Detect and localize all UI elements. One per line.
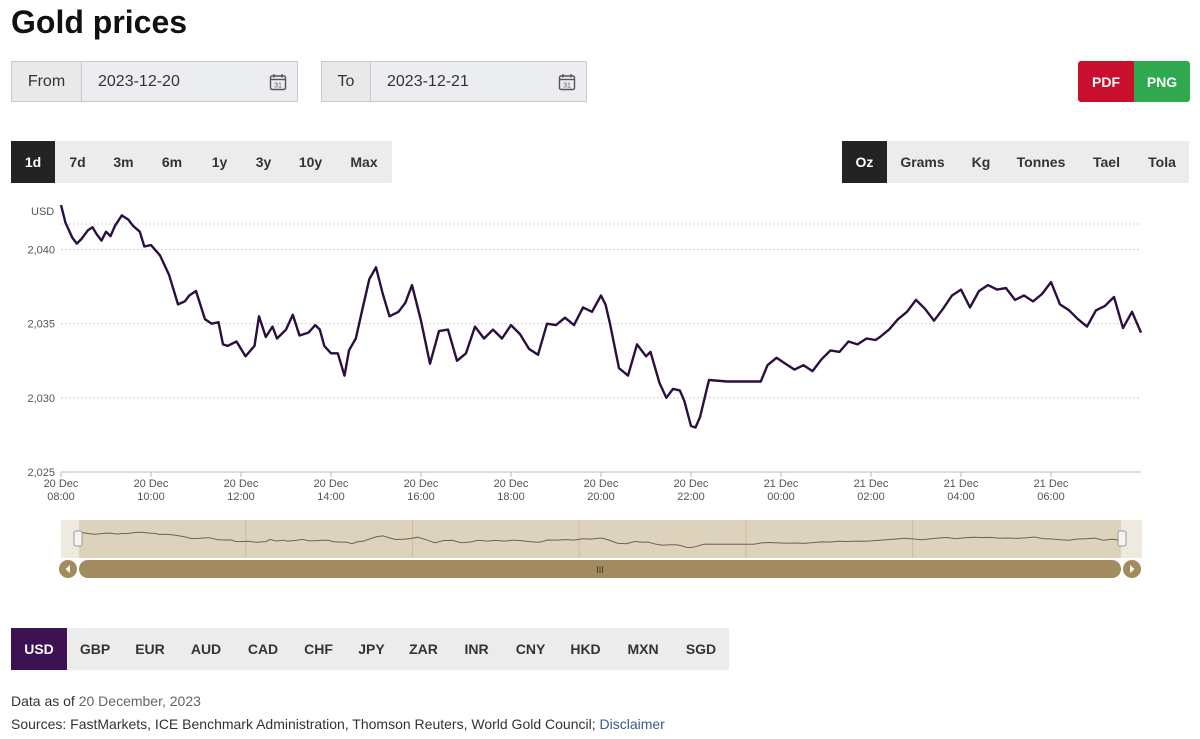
range-button-3m[interactable]: 3m [113, 154, 134, 170]
x-tick-label: 21 Dec [854, 478, 889, 490]
currency-selector: USD GBP EUR AUD CAD CHF JPY ZAR INR CNY HKD MXN SGD [11, 628, 729, 670]
x-tick-label: 14:00 [317, 491, 345, 503]
currency-button-inr[interactable]: INR [464, 641, 489, 657]
range-button-7d[interactable]: 7d [69, 154, 86, 170]
to-date-input[interactable]: 2023-12-21 31 [371, 62, 586, 101]
unit-button-tola[interactable]: Tola [1148, 154, 1176, 170]
y-tick-label: 2,040 [27, 245, 55, 257]
page-title: Gold prices [11, 4, 188, 40]
currency-button-eur[interactable]: EUR [135, 641, 165, 657]
data-as-of-label: Data as of [11, 693, 75, 709]
x-tick-label: 02:00 [857, 491, 885, 503]
sources-text: Sources: FastMarkets, ICE Benchmark Admi… [11, 716, 596, 732]
navigator-scrollbar-thumb[interactable] [79, 560, 1121, 578]
from-date-group: From 2023-12-20 31 [11, 61, 298, 102]
sources-line: Sources: FastMarkets, ICE Benchmark Admi… [11, 716, 665, 732]
x-tick-label: 20 Dec [494, 478, 529, 490]
y-tick-label: 2,030 [27, 393, 55, 405]
currency-button-sgd[interactable]: SGD [685, 641, 717, 657]
x-tick-label: 10:00 [137, 491, 165, 503]
range-button-max[interactable]: Max [350, 154, 378, 170]
y-axis-ticks: 2,025 2,030 2,035 2,040 [27, 245, 55, 480]
data-as-of: Data as of 20 December, 2023 [11, 693, 201, 709]
to-date-group: To 2023-12-21 31 [321, 61, 587, 102]
to-date-value: 2023-12-21 [387, 72, 469, 90]
range-button-1d[interactable]: 1d [11, 141, 55, 183]
y-tick-label: 2,025 [27, 467, 55, 479]
range-button-1y[interactable]: 1y [211, 154, 228, 170]
data-as-of-date: 20 December, 2023 [78, 693, 201, 709]
calendar-day: 31 [274, 83, 282, 90]
currency-button-mxn[interactable]: MXN [627, 641, 659, 657]
arrow-right-icon[interactable] [1123, 560, 1141, 578]
price-series-line [59, 204, 1143, 429]
range-button-6m[interactable]: 6m [161, 154, 183, 170]
x-tick-label: 00:00 [767, 491, 795, 503]
x-tick-label: 06:00 [1037, 491, 1065, 503]
range-button-3y[interactable]: 3y [255, 154, 272, 170]
x-tick-label: 20 Dec [134, 478, 169, 490]
currency-button-chf[interactable]: CHF [304, 641, 333, 657]
arrow-left-icon[interactable] [59, 560, 77, 578]
unit-button-tael[interactable]: Tael [1093, 154, 1120, 170]
disclaimer-link[interactable]: Disclaimer [599, 716, 665, 732]
x-tick-label: 20 Dec [224, 478, 259, 490]
unit-selector: Oz Grams Kg Tonnes Tael Tola [842, 141, 1189, 183]
navigator[interactable]: III [59, 520, 1142, 578]
from-date-input[interactable]: 2023-12-20 31 [82, 62, 297, 101]
unit-button-tonnes[interactable]: Tonnes [1016, 154, 1066, 170]
currency-button-aud[interactable]: AUD [190, 641, 222, 657]
currency-button-zar[interactable]: ZAR [409, 641, 438, 657]
currency-button-cad[interactable]: CAD [247, 641, 279, 657]
x-tick-label: 20 Dec [44, 478, 79, 490]
navigator-series-line [78, 531, 1122, 549]
x-tick-label: 20 Dec [674, 478, 709, 490]
currency-button-cny[interactable]: CNY [515, 641, 546, 657]
x-tick-label: 04:00 [947, 491, 975, 503]
currency-button-usd[interactable]: USD [11, 628, 67, 670]
gridlines [61, 223, 1141, 473]
calendar-icon[interactable]: 31 [558, 73, 576, 91]
x-tick-label: 18:00 [497, 491, 525, 503]
calendar-day: 31 [563, 83, 571, 90]
x-tick-label: 20 Dec [314, 478, 349, 490]
x-tick-label: 22:00 [677, 491, 705, 503]
unit-button-oz[interactable]: Oz [842, 141, 887, 183]
currency-button-gbp[interactable]: GBP [79, 641, 111, 657]
png-button[interactable]: PNG [1134, 61, 1190, 102]
pdf-button[interactable]: PDF [1078, 61, 1134, 102]
unit-button-kg[interactable]: Kg [971, 154, 991, 170]
y-tick-label: 2,035 [27, 319, 55, 331]
export-buttons: PDF PNG [1078, 61, 1190, 102]
x-tick-label: 21 Dec [764, 478, 799, 490]
x-tick-label: 12:00 [227, 491, 255, 503]
to-label: To [322, 62, 371, 101]
navigator-selection[interactable] [79, 520, 1121, 558]
x-tick-label: 08:00 [47, 491, 75, 503]
x-tick-label: 20 Dec [404, 478, 439, 490]
y-axis-label: USD [31, 206, 54, 218]
navigator-left-handle[interactable] [73, 530, 83, 547]
currency-button-hkd[interactable]: HKD [570, 641, 601, 657]
x-tick-label: 20 Dec [584, 478, 619, 490]
navigator-right-handle[interactable] [1117, 530, 1127, 547]
from-date-value: 2023-12-20 [98, 72, 180, 90]
calendar-icon[interactable]: 31 [269, 73, 287, 91]
currency-button-jpy[interactable]: JPY [358, 641, 385, 657]
x-tick-label: 16:00 [407, 491, 435, 503]
range-button-10y[interactable]: 10y [298, 154, 323, 170]
range-selector: 1d 7d 3m 6m 1y 3y 10y Max [11, 141, 392, 183]
x-tick-label: 21 Dec [1034, 478, 1069, 490]
x-tick-label: 21 Dec [944, 478, 979, 490]
from-label: From [12, 62, 82, 101]
grip-icon[interactable]: III [596, 565, 604, 575]
unit-button-grams[interactable]: Grams [900, 154, 945, 170]
x-tick-label: 20:00 [587, 491, 615, 503]
